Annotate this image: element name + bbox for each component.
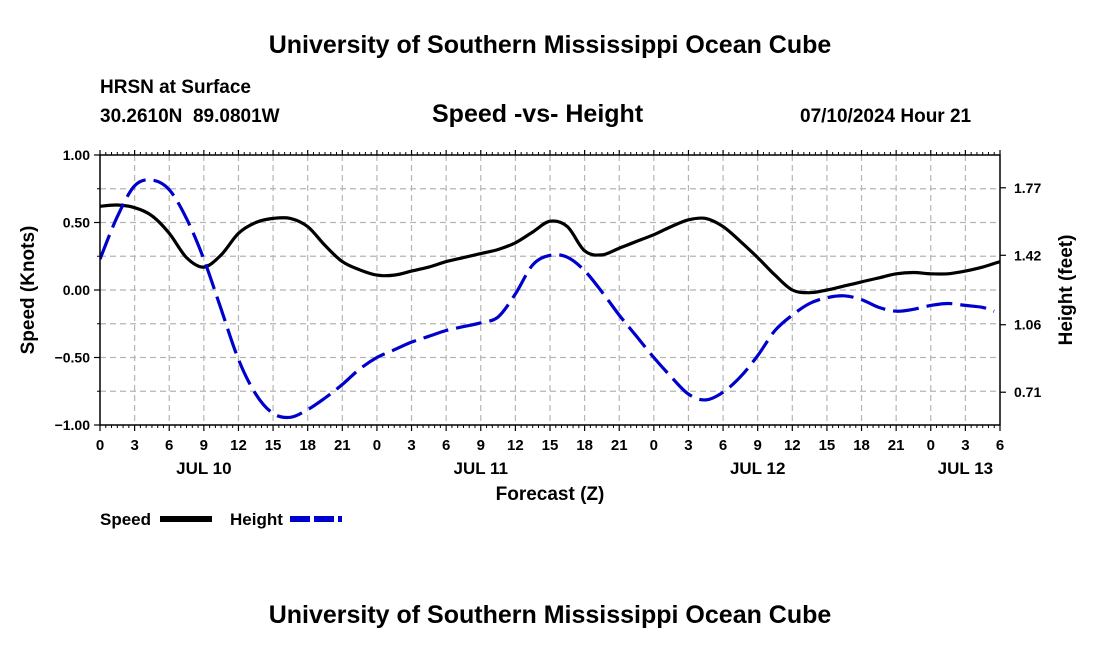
main-title: University of Southern Mississippi Ocean… (268, 31, 832, 59)
day-label: JUL 12 (730, 459, 785, 478)
x-tick-label: 9 (477, 437, 485, 454)
x-tick-label: 0 (96, 437, 104, 454)
forecast-datetime: 07/10/2024 Hour 21 (800, 106, 972, 127)
x-tick-label: 3 (130, 437, 138, 454)
y-tick-label: 0.50 (63, 215, 90, 231)
legend-speed-swatch (160, 516, 212, 522)
chart-title: Speed -vs- Height (432, 100, 644, 128)
y2-axis-label: Height (feet) (1056, 235, 1077, 346)
x-tick-label: 9 (200, 437, 208, 454)
x-tick-label: 21 (334, 437, 351, 454)
x-tick-label: 0 (927, 437, 935, 454)
x-tick-label: 21 (611, 437, 628, 454)
x-tick-label: 12 (230, 437, 247, 454)
x-tick-label: 21 (888, 437, 905, 454)
x-tick-label: 18 (853, 437, 870, 454)
x-tick-label: 0 (650, 437, 658, 454)
grid-lines (100, 155, 1000, 425)
series-speed-line (100, 203, 1000, 295)
footer-title: University of Southern Mississippi Ocean… (268, 601, 832, 629)
x-axis-label: Forecast (Z) (496, 484, 605, 505)
day-label: JUL 11 (454, 459, 509, 478)
x-tick-label: 3 (961, 437, 969, 454)
x-tick-label: 18 (299, 437, 316, 454)
x-tick-label: 6 (719, 437, 727, 454)
x-tick-label: 3 (684, 437, 692, 454)
x-tick-label: 12 (784, 437, 801, 454)
speed-height-chart: 0 3 6 9 12 15 18 21 0 3 6 9 12 15 18 21 0 3 6 9 12 15 18 21 0 3 6J… (18, 147, 1077, 505)
x-tick-label: 6 (442, 437, 450, 454)
station-label: HRSN at Surface (100, 77, 251, 98)
x-tick-label: 9 (754, 437, 762, 454)
y2-tick-label: 1.06 (1014, 317, 1041, 333)
x-tick-label: 18 (576, 437, 593, 454)
day-label: JUL 13 (938, 459, 993, 478)
x-tick-label: 0 (373, 437, 381, 454)
y-tick-label: 1.00 (63, 147, 90, 163)
x-tick-label: 15 (819, 437, 836, 454)
x-tick-label: 6 (165, 437, 173, 454)
x-tick-label: 6 (996, 437, 1004, 454)
coordinates-label: 30.2610N 89.0801W (100, 106, 280, 127)
y-tick-label: 0.00 (63, 282, 90, 298)
y2-tick-label: 0.71 (1014, 384, 1041, 400)
x-tick-label: 15 (542, 437, 559, 454)
legend-height-swatch (290, 516, 342, 522)
x-tick-label: 15 (265, 437, 282, 454)
y2-tick-label: 1.77 (1014, 180, 1041, 196)
y-tick-label: −1.00 (55, 417, 91, 433)
y-axis-label: Speed (Knots) (18, 226, 39, 355)
y2-tick-label: 1.42 (1014, 247, 1041, 263)
series-height-line (100, 178, 995, 420)
legend-speed-label: Speed (100, 510, 152, 529)
x-tick-label: 3 (407, 437, 415, 454)
x-tick-label: 12 (507, 437, 524, 454)
y-tick-label: −0.50 (55, 350, 91, 366)
day-label: JUL 10 (176, 459, 231, 478)
legend-height-label: Height (230, 510, 283, 529)
